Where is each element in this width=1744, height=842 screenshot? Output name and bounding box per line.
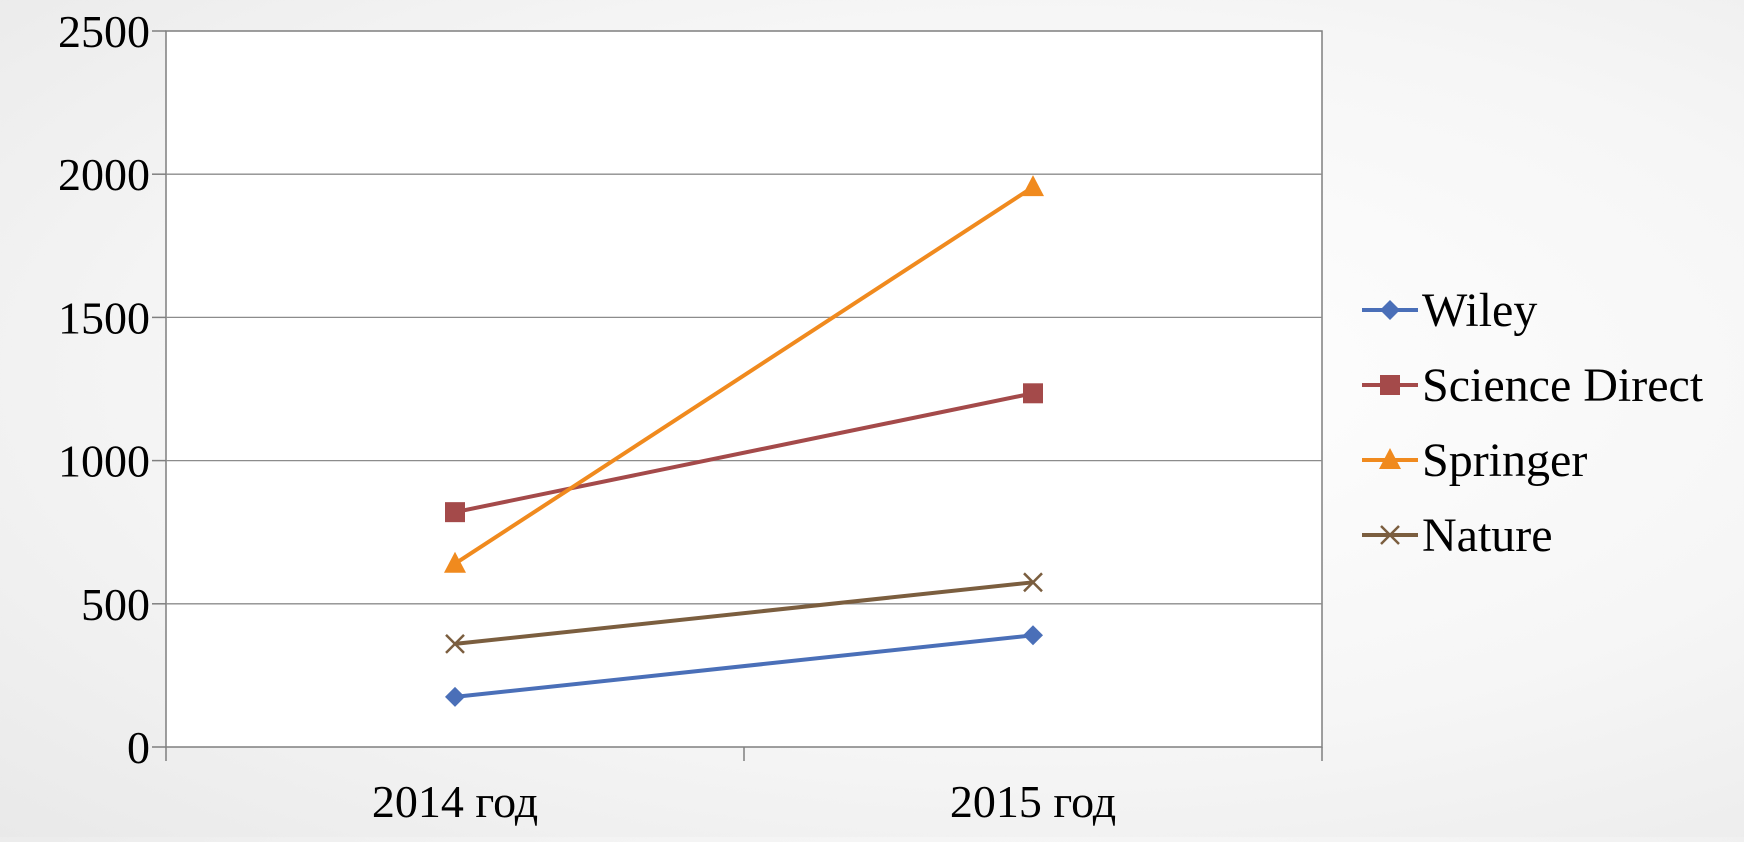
- legend-label: Science Direct: [1422, 359, 1704, 412]
- data-point: [445, 686, 465, 707]
- data-point: [1023, 572, 1043, 593]
- marker-stroke: [1023, 572, 1043, 593]
- marker-stroke: [445, 634, 465, 654]
- series-science-direct: [445, 383, 1043, 523]
- legend-item: Wiley: [1362, 284, 1537, 337]
- legend-label: Nature: [1422, 509, 1553, 562]
- legend-item: Science Direct: [1362, 359, 1704, 412]
- legend-marker: [1380, 300, 1400, 320]
- series-line: [454, 633, 1034, 699]
- legend-label: Springer: [1422, 434, 1587, 487]
- plot-area: [165, 30, 1323, 748]
- data-point: [445, 634, 465, 654]
- legend-marker: [1379, 448, 1401, 469]
- series-line: [454, 391, 1034, 515]
- legend: Wiley Science Direct Springer Nature: [1362, 284, 1704, 562]
- marker-stroke: [1380, 525, 1400, 545]
- legend-marker: [1380, 375, 1400, 395]
- y-tick-label: 2500: [58, 6, 150, 57]
- series-layer: [444, 175, 1044, 707]
- x-tick-label: 2014 год: [372, 776, 538, 827]
- legend-item: Springer: [1362, 434, 1587, 487]
- series-springer: [444, 175, 1044, 573]
- axes: 0 500 1000 1500 2000 2500 2014 год 2015 год: [58, 6, 1323, 827]
- series-line: [453, 185, 1035, 566]
- legend-label: Wiley: [1422, 284, 1537, 337]
- y-tick-label: 2000: [58, 149, 150, 200]
- y-tick-label: 1500: [58, 292, 150, 343]
- y-tick-label: 500: [81, 579, 150, 630]
- x-tick-label: 2015 год: [950, 776, 1116, 827]
- data-point: [445, 502, 465, 523]
- legend-item: Nature: [1362, 509, 1553, 562]
- series-nature: [445, 572, 1043, 654]
- data-point: [444, 551, 466, 573]
- data-point: [1023, 625, 1043, 646]
- series-line: [454, 580, 1034, 646]
- series-wiley: [445, 625, 1043, 707]
- legend-marker: [1380, 525, 1400, 545]
- y-tick-label: 1000: [58, 436, 150, 487]
- y-tick-label: 0: [127, 722, 150, 773]
- data-point: [1023, 383, 1043, 404]
- gridlines: [166, 173, 1322, 605]
- data-point: [1022, 175, 1044, 197]
